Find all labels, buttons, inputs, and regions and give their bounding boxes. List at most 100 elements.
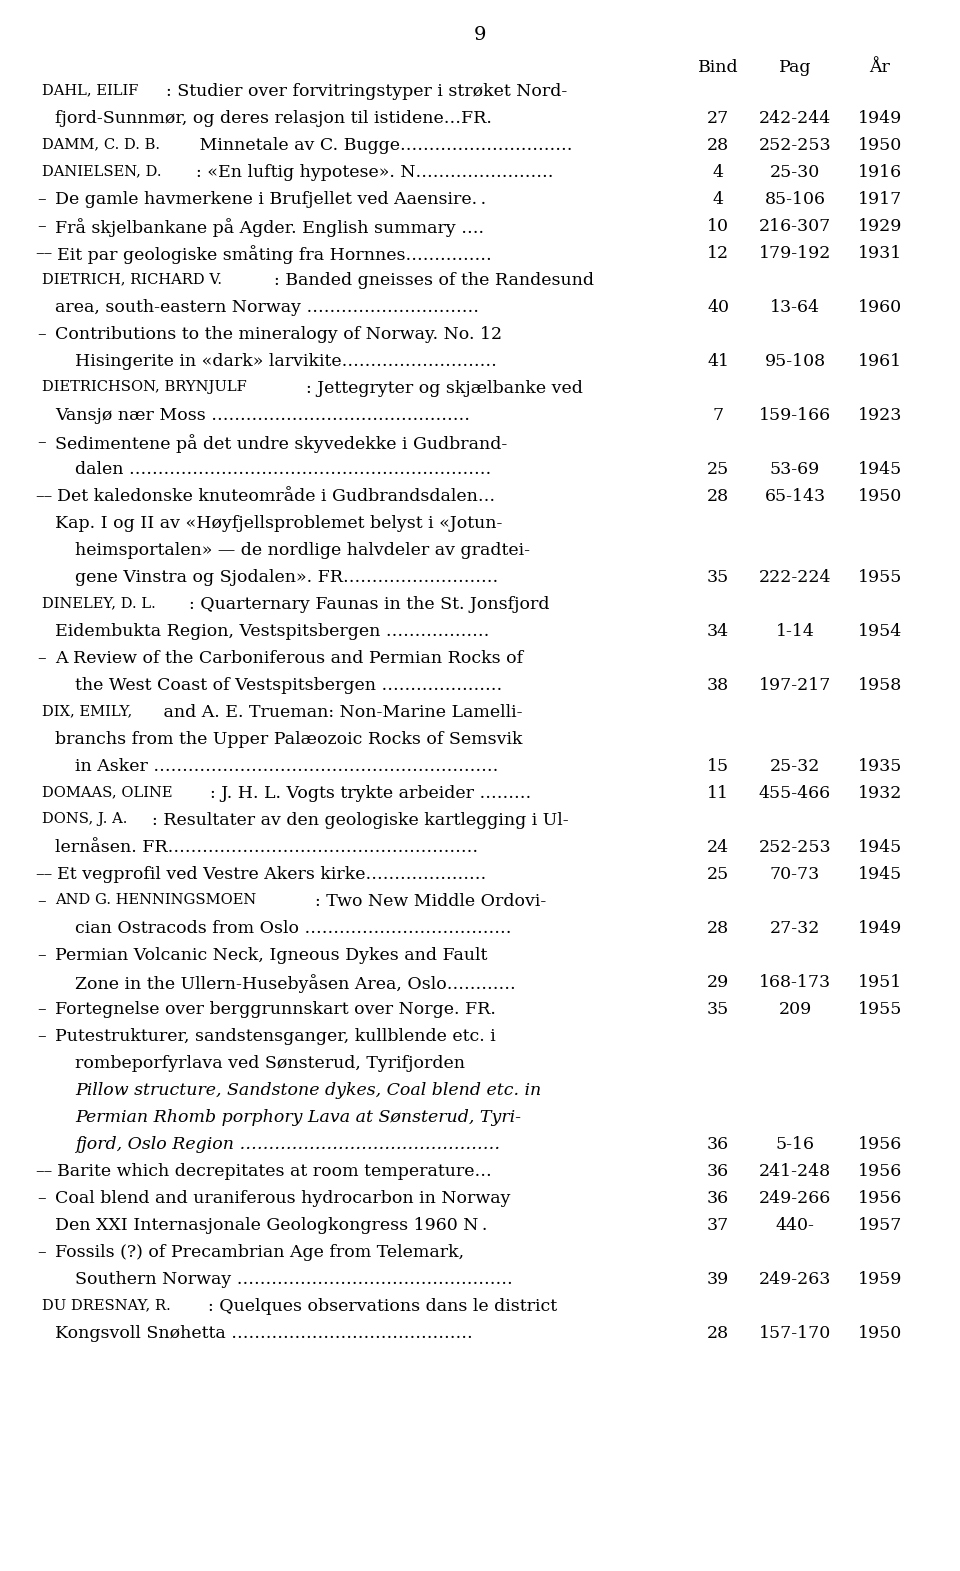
Text: –: –	[37, 1027, 46, 1045]
Text: : Studier over forvitringstyper i strøket Nord-: : Studier over forvitringstyper i strøke…	[166, 83, 567, 101]
Text: 35: 35	[707, 1001, 730, 1018]
Text: 27: 27	[707, 110, 730, 127]
Text: DAMM, C. D. B.: DAMM, C. D. B.	[42, 137, 160, 151]
Text: År: År	[870, 60, 891, 75]
Text: 1961: 1961	[858, 353, 902, 371]
Text: 4: 4	[712, 163, 724, 181]
Text: AND G. HENNINGSMOEN: AND G. HENNINGSMOEN	[55, 892, 256, 906]
Text: 85-106: 85-106	[764, 192, 826, 207]
Text: De gamle havmerkene i Brufjellet ved Aaensire. .: De gamle havmerkene i Brufjellet ved Aae…	[55, 192, 486, 207]
Text: gene Vinstra og Sjodalen». FR………………………: gene Vinstra og Sjodalen». FR………………………	[75, 569, 498, 586]
Text: 38: 38	[707, 677, 729, 694]
Text: DANIELSEN, D.: DANIELSEN, D.	[42, 163, 161, 178]
Text: Pag: Pag	[779, 60, 811, 75]
Text: Permian Rhomb porphory Lava at Sønsterud, Tyri-: Permian Rhomb porphory Lava at Sønsterud…	[75, 1109, 521, 1126]
Text: 13-64: 13-64	[770, 298, 820, 316]
Text: fjord-Sunnmør, og deres relasjon til istidene…FR.: fjord-Sunnmør, og deres relasjon til ist…	[55, 110, 492, 127]
Text: ––: ––	[35, 1163, 52, 1180]
Text: 1950: 1950	[858, 137, 902, 154]
Text: Eit par geologiske småting fra Hornnes……………: Eit par geologiske småting fra Hornnes………	[57, 245, 492, 264]
Text: DINELEY, D. L.: DINELEY, D. L.	[42, 595, 156, 610]
Text: 1917: 1917	[858, 192, 902, 207]
Text: DIETRICH, RICHARD V.: DIETRICH, RICHARD V.	[42, 272, 222, 286]
Text: –: –	[37, 650, 46, 668]
Text: 40: 40	[707, 298, 729, 316]
Text: 7: 7	[712, 407, 724, 424]
Text: DAHL, EILIF: DAHL, EILIF	[42, 83, 138, 97]
Text: –: –	[37, 434, 46, 451]
Text: area, south-eastern Norway …………………………: area, south-eastern Norway …………………………	[55, 298, 479, 316]
Text: –: –	[37, 327, 46, 342]
Text: 1932: 1932	[858, 786, 902, 803]
Text: 25-32: 25-32	[770, 757, 820, 775]
Text: Permian Volcanic Neck, Igneous Dykes and Fault: Permian Volcanic Neck, Igneous Dykes and…	[55, 947, 488, 965]
Text: 34: 34	[707, 624, 729, 639]
Text: 28: 28	[707, 1324, 729, 1342]
Text: 440-: 440-	[776, 1218, 814, 1233]
Text: 36: 36	[707, 1189, 729, 1207]
Text: 197-217: 197-217	[758, 677, 831, 694]
Text: 28: 28	[707, 489, 729, 504]
Text: 1959: 1959	[858, 1271, 902, 1288]
Text: : Quarternary Faunas in the St. Jonsfjord: : Quarternary Faunas in the St. Jonsfjor…	[189, 595, 549, 613]
Text: Minnetale av C. Bugge…………………………: Minnetale av C. Bugge…………………………	[194, 137, 573, 154]
Text: 5-16: 5-16	[776, 1136, 814, 1153]
Text: Fortegnelse over berggrunnskart over Norge. FR.: Fortegnelse over berggrunnskart over Nor…	[55, 1001, 496, 1018]
Text: 168-173: 168-173	[759, 974, 831, 991]
Text: A Review of the Carboniferous and Permian Rocks of: A Review of the Carboniferous and Permia…	[55, 650, 523, 668]
Text: 1945: 1945	[858, 839, 902, 856]
Text: DIX, EMILY,: DIX, EMILY,	[42, 704, 132, 718]
Text: 1960: 1960	[858, 298, 902, 316]
Text: 1956: 1956	[858, 1136, 902, 1153]
Text: 10: 10	[707, 218, 729, 236]
Text: 1923: 1923	[858, 407, 902, 424]
Text: –: –	[37, 947, 46, 965]
Text: 159-166: 159-166	[759, 407, 831, 424]
Text: heimsportalen» — de nordlige halvdeler av gradtei-: heimsportalen» — de nordlige halvdeler a…	[75, 542, 530, 559]
Text: 95-108: 95-108	[764, 353, 826, 371]
Text: 11: 11	[707, 786, 729, 803]
Text: Fossils (?) of Precambrian Age from Telemark,: Fossils (?) of Precambrian Age from Tele…	[55, 1244, 464, 1262]
Text: Kap. I og II av «Høyfjellsproblemet belyst i «Jotun-: Kap. I og II av «Høyfjellsproblemet bely…	[55, 515, 502, 533]
Text: 1929: 1929	[858, 218, 902, 236]
Text: Putestrukturer, sandstensganger, kullblende etc. i: Putestrukturer, sandstensganger, kullble…	[55, 1027, 495, 1045]
Text: 1950: 1950	[858, 489, 902, 504]
Text: 1956: 1956	[858, 1163, 902, 1180]
Text: Hisingerite in «dark» larvikite………………………: Hisingerite in «dark» larvikite………………………	[75, 353, 497, 371]
Text: ––: ––	[35, 245, 52, 262]
Text: 9: 9	[473, 27, 487, 44]
Text: : Jettegryter og skjælbanke ved: : Jettegryter og skjælbanke ved	[306, 380, 583, 397]
Text: 455-466: 455-466	[759, 786, 831, 803]
Text: Vansjø nær Moss ………………………………………: Vansjø nær Moss ………………………………………	[55, 407, 470, 424]
Text: DOMAAS, OLINE: DOMAAS, OLINE	[42, 786, 173, 800]
Text: 1954: 1954	[858, 624, 902, 639]
Text: and A. E. Trueman: Non-Marine Lamelli-: and A. E. Trueman: Non-Marine Lamelli-	[158, 704, 523, 721]
Text: 28: 28	[707, 921, 729, 936]
Text: 1955: 1955	[858, 1001, 902, 1018]
Text: 70-73: 70-73	[770, 866, 820, 883]
Text: 24: 24	[707, 839, 729, 856]
Text: 1931: 1931	[858, 245, 902, 262]
Text: 1945: 1945	[858, 866, 902, 883]
Text: Bind: Bind	[698, 60, 738, 75]
Text: 1957: 1957	[858, 1218, 902, 1233]
Text: lernåsen. FR………………………………………………: lernåsen. FR………………………………………………	[55, 839, 478, 856]
Text: Frå skjelbankane på Agder. English summary ….: Frå skjelbankane på Agder. English summa…	[55, 218, 484, 237]
Text: 1949: 1949	[858, 921, 902, 936]
Text: 28: 28	[707, 137, 729, 154]
Text: the West Coast of Vestspitsbergen …………………: the West Coast of Vestspitsbergen …………………	[75, 677, 502, 694]
Text: Et vegprofil ved Vestre Akers kirke…………………: Et vegprofil ved Vestre Akers kirke………………	[57, 866, 487, 883]
Text: 36: 36	[707, 1163, 729, 1180]
Text: cian Ostracods from Oslo ………………………………: cian Ostracods from Oslo ………………………………	[75, 921, 512, 936]
Text: 252-253: 252-253	[758, 137, 831, 154]
Text: 65-143: 65-143	[764, 489, 826, 504]
Text: Zone in the Ullern-Husebyåsen Area, Oslo…………: Zone in the Ullern-Husebyåsen Area, Oslo…	[75, 974, 516, 993]
Text: –: –	[37, 192, 46, 207]
Text: 1949: 1949	[858, 110, 902, 127]
Text: 25-30: 25-30	[770, 163, 820, 181]
Text: : J. H. L. Vogts trykte arbeider ………: : J. H. L. Vogts trykte arbeider ………	[210, 786, 532, 803]
Text: 1-14: 1-14	[776, 624, 814, 639]
Text: in Asker ……………………………………………………: in Asker ……………………………………………………	[75, 757, 498, 775]
Text: 179-192: 179-192	[758, 245, 831, 262]
Text: ––: ––	[35, 489, 52, 504]
